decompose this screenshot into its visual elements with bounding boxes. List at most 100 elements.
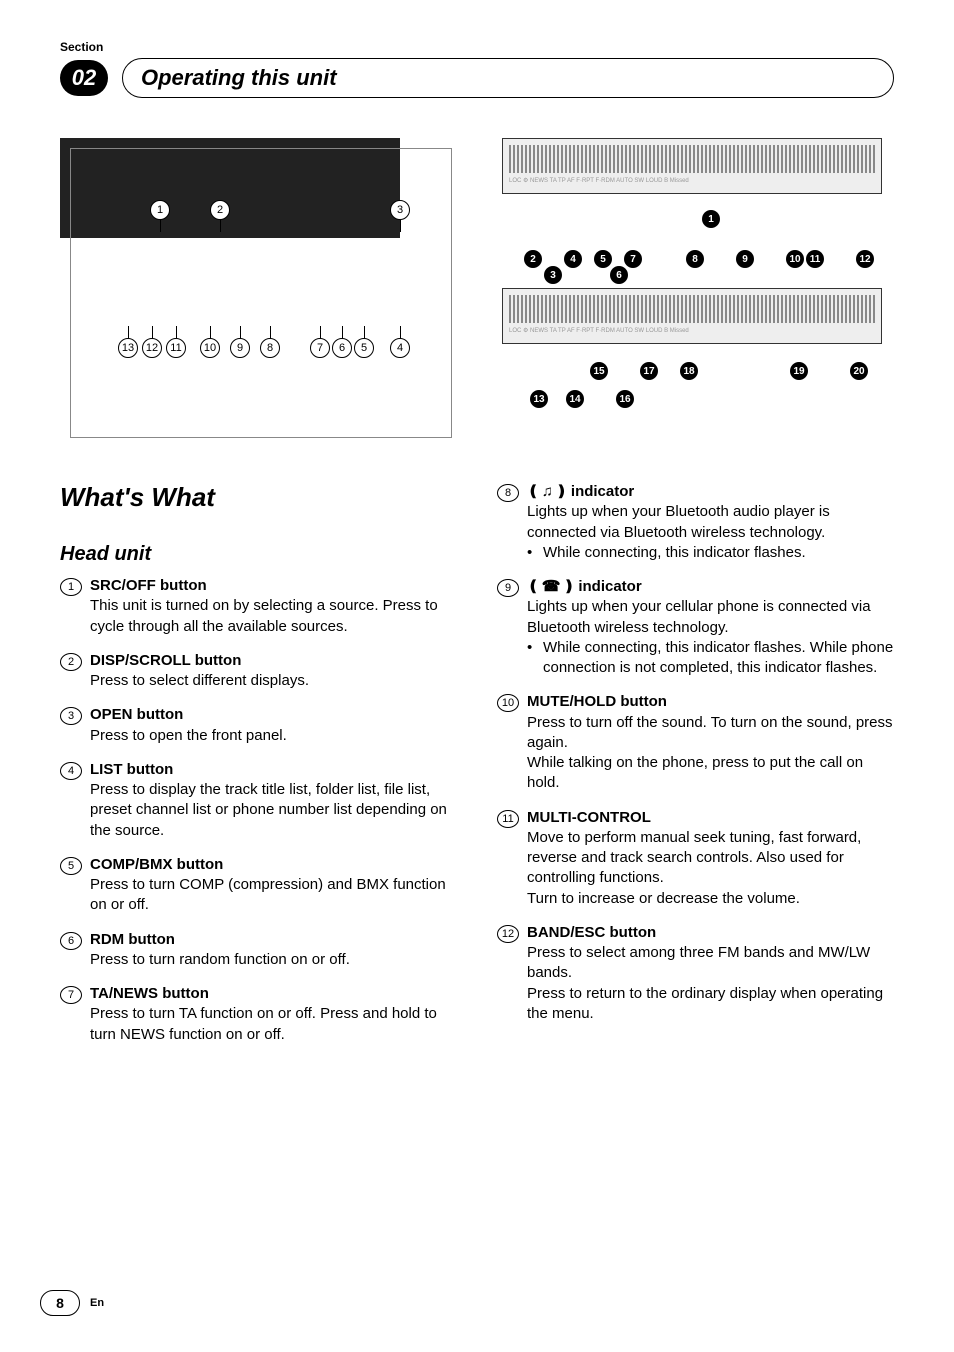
item-title: SRC/OFF button (90, 576, 457, 596)
item-body: OPEN buttonPress to open the front panel… (90, 705, 457, 746)
item-number: 3 (60, 707, 82, 725)
callout-dot: 3 (544, 266, 562, 284)
section-number-badge: 02 (60, 60, 108, 96)
callout-dot: 18 (680, 362, 698, 380)
figures-area: 123 13121110987654 LOC ⚙ NEWS TA TP AF F… (60, 138, 894, 448)
list-item: 8 ❪ ♫ ❫ indicatorLights up when your Blue… (497, 482, 894, 563)
callout-dot: 17 (640, 362, 658, 380)
item-number: 7 (60, 986, 82, 1004)
item-number: 4 (60, 762, 82, 780)
item-title: ❪ ♫ ❫ indicator (527, 482, 894, 502)
item-bullet: While connecting, this indicator flashes… (527, 638, 894, 679)
figure-head-unit: 123 13121110987654 (60, 138, 462, 448)
item-description: Lights up when your cellular phone is co… (527, 597, 894, 638)
list-item: 7 TA/NEWS buttonPress to turn TA function… (60, 984, 457, 1045)
item-description: While talking on the phone, press to put… (527, 753, 894, 794)
item-number: 11 (497, 810, 519, 828)
callout-circle: 8 (260, 338, 280, 358)
item-description: Press to turn random function on or off. (90, 950, 457, 970)
item-body: DISP/SCROLL buttonPress to select differ… (90, 651, 457, 692)
item-title: COMP/BMX button (90, 855, 457, 875)
item-description: Press to select among three FM bands and… (527, 943, 894, 984)
device-illustration (60, 138, 400, 238)
callout-circle: 4 (390, 338, 410, 358)
item-number: 6 (60, 932, 82, 950)
item-number: 5 (60, 857, 82, 875)
callout-circle: 12 (142, 338, 162, 358)
item-title: OPEN button (90, 705, 457, 725)
footer-language: En (90, 1297, 104, 1309)
list-item: 12 BAND/ESC buttonPress to select among t… (497, 923, 894, 1024)
item-title: MUTE/HOLD button (527, 692, 894, 712)
item-description: Press to open the front panel. (90, 726, 457, 746)
item-title: RDM button (90, 930, 457, 950)
item-body: BAND/ESC buttonPress to select among thr… (527, 923, 894, 1024)
right-column: 8 ❪ ♫ ❫ indicatorLights up when your Blue… (497, 482, 894, 1059)
callout-dot: 10 (786, 250, 804, 268)
display-indicators-label: LOC ⚙ NEWS TA TP AF F·RPT F·RDM AUTO SW … (509, 177, 879, 184)
callout-dot: 12 (856, 250, 874, 268)
item-number: 1 (60, 578, 82, 596)
item-number: 10 (497, 694, 519, 712)
bt-phone-icon: ❪ ☎ ❫ (527, 578, 574, 595)
display-indicators-label-2: LOC ⚙ NEWS TA TP AF F·RPT F·RDM AUTO SW … (509, 327, 879, 334)
item-description: Press to return to the ordinary display … (527, 984, 894, 1025)
callout-dot: 14 (566, 390, 584, 408)
left-column: What's What Head unit 1 SRC/OFF buttonThi… (60, 482, 457, 1059)
list-item: 2 DISP/SCROLL buttonPress to select diffe… (60, 651, 457, 692)
header-row: 02 Operating this unit (60, 58, 894, 98)
callout-dot: 19 (790, 362, 808, 380)
figure-display: LOC ⚙ NEWS TA TP AF F·RPT F·RDM AUTO SW … (492, 138, 894, 448)
item-body: MUTE/HOLD buttonPress to turn off the so… (527, 692, 894, 793)
list-item: 9 ❪ ☎ ❫ indicatorLights up when your cell… (497, 577, 894, 678)
item-description: Turn to increase or decrease the volume. (527, 889, 894, 909)
callout-dot: 2 (524, 250, 542, 268)
callout-dot: 6 (610, 266, 628, 284)
item-body: MULTI-CONTROLMove to perform manual seek… (527, 808, 894, 909)
callout-dot: 20 (850, 362, 868, 380)
callout-dot: 16 (616, 390, 634, 408)
callout-dot: 5 (594, 250, 612, 268)
item-title: ❪ ☎ ❫ indicator (527, 577, 894, 597)
item-description: Press to display the track title list, f… (90, 780, 457, 841)
item-description: Press to select different displays. (90, 671, 457, 691)
callout-dot: 15 (590, 362, 608, 380)
item-number: 12 (497, 925, 519, 943)
display-panel-upper: LOC ⚙ NEWS TA TP AF F·RPT F·RDM AUTO SW … (502, 138, 882, 194)
list-item: 5 COMP/BMX buttonPress to turn COMP (comp… (60, 855, 457, 916)
list-item: 11 MULTI-CONTROLMove to perform manual se… (497, 808, 894, 909)
list-item: 1 SRC/OFF buttonThis unit is turned on by… (60, 576, 457, 637)
callout-circle: 9 (230, 338, 250, 358)
whats-what-heading: What's What (60, 482, 457, 513)
item-number: 8 (497, 484, 519, 502)
item-body: COMP/BMX buttonPress to turn COMP (compr… (90, 855, 457, 916)
item-description: This unit is turned on by selecting a so… (90, 596, 457, 637)
item-body: SRC/OFF buttonThis unit is turned on by … (90, 576, 457, 637)
callout-dot: 9 (736, 250, 754, 268)
item-body: ❪ ♫ ❫ indicatorLights up when your Bluet… (527, 482, 894, 563)
item-description: Move to perform manual seek tuning, fast… (527, 828, 894, 889)
item-title: DISP/SCROLL button (90, 651, 457, 671)
callout-dot: 7 (624, 250, 642, 268)
item-title: LIST button (90, 760, 457, 780)
item-number: 9 (497, 579, 519, 597)
item-number: 2 (60, 653, 82, 671)
callout-dot: 4 (564, 250, 582, 268)
item-body: TA/NEWS buttonPress to turn TA function … (90, 984, 457, 1045)
item-body: LIST buttonPress to display the track ti… (90, 760, 457, 841)
footer: 8 En (40, 1290, 104, 1316)
callout-dot: 8 (686, 250, 704, 268)
page-title: Operating this unit (122, 58, 894, 98)
callout-circle: 7 (310, 338, 330, 358)
callout-circle: 1 (150, 200, 170, 220)
list-item: 3 OPEN buttonPress to open the front pane… (60, 705, 457, 746)
display-panel-lower: LOC ⚙ NEWS TA TP AF F·RPT F·RDM AUTO SW … (502, 288, 882, 344)
callout-circle: 13 (118, 338, 138, 358)
item-description: Lights up when your Bluetooth audio play… (527, 502, 894, 543)
callout-circle: 5 (354, 338, 374, 358)
callout-circle: 6 (332, 338, 352, 358)
item-description: Press to turn off the sound. To turn on … (527, 713, 894, 754)
head-unit-heading: Head unit (60, 543, 457, 566)
item-title: TA/NEWS button (90, 984, 457, 1004)
body-columns: What's What Head unit 1 SRC/OFF buttonThi… (60, 482, 894, 1059)
